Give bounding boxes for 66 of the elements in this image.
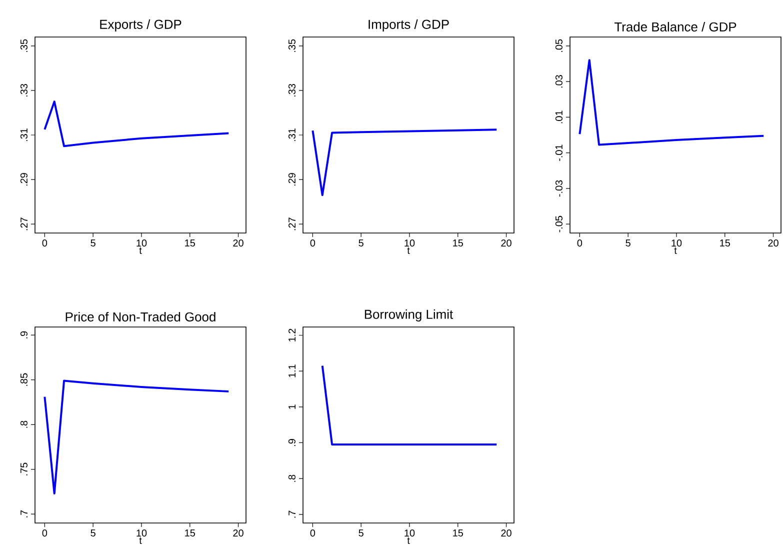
y-tick-label: 1	[288, 404, 296, 409]
x-tick-label: 20	[501, 530, 512, 537]
x-tick-label: 0	[310, 530, 316, 537]
x-tick-label: 0	[42, 240, 48, 247]
y-tick-label: .05	[555, 39, 562, 52]
x-tick-label: 15	[453, 240, 463, 246]
y-tick-label: 1.1	[288, 364, 296, 378]
line-series	[44, 380, 230, 494]
y-tick-label: .31	[288, 128, 296, 142]
x-axis-title: t	[407, 537, 410, 544]
x-axis-title: t	[139, 247, 142, 254]
x-tick-label: 15	[185, 530, 195, 536]
chart-title: Exports / GDP	[100, 19, 182, 32]
y-tick-label: -.05	[555, 216, 562, 232]
x-tick-label: 20	[768, 240, 778, 247]
x-tick-label: 20	[233, 240, 244, 247]
x-tick-label: 15	[185, 240, 195, 246]
x-tick-label: 10	[404, 240, 415, 247]
y-tick-label: .29	[20, 173, 28, 186]
x-tick-label: 5	[90, 530, 96, 536]
y-tick-label: .8	[20, 420, 28, 428]
y-tick-label: -.01	[555, 144, 562, 161]
chart-title: Imports / GDP	[368, 19, 449, 32]
y-tick-label: .03	[555, 75, 562, 88]
line-series	[578, 59, 765, 146]
x-tick-label: 15	[720, 240, 730, 246]
x-tick-label: 10	[136, 530, 147, 537]
x-axis-title: t	[674, 247, 677, 254]
x-tick-label: 20	[501, 240, 512, 247]
x-tick-label: 0	[42, 530, 48, 537]
y-tick-label: .27	[288, 218, 296, 230]
y-tick-label: .7	[288, 510, 296, 518]
y-tick-label: -.03	[555, 180, 562, 197]
y-tick-label: .75	[20, 462, 28, 476]
x-axis-title: t	[139, 537, 142, 544]
y-tick-label: .8	[288, 474, 296, 482]
y-tick-label: .33	[288, 84, 296, 96]
x-tick-label: 10	[136, 240, 147, 247]
x-tick-label: 10	[404, 530, 415, 537]
x-tick-label: 5	[90, 240, 96, 246]
y-tick-label: .35	[288, 39, 296, 52]
x-tick-label: 15	[453, 530, 463, 536]
y-tick-label: .27	[20, 218, 28, 230]
y-tick-label: .31	[20, 128, 28, 142]
x-tick-label: 5	[358, 240, 364, 246]
x-tick-label: 5	[626, 240, 630, 246]
chart-title: Trade Balance / GDP	[614, 22, 736, 32]
x-tick-label: 20	[233, 530, 244, 537]
line-series	[312, 128, 498, 196]
y-tick-label: .9	[288, 439, 296, 446]
x-tick-label: 10	[672, 240, 682, 247]
y-tick-label: .9	[20, 331, 28, 338]
chart-title: Borrowing Limit	[364, 309, 454, 322]
y-tick-label: .29	[288, 173, 296, 186]
x-tick-label: 0	[310, 240, 316, 247]
line-series	[44, 100, 230, 148]
chart-title: Price of Non-Traded Good	[66, 312, 216, 322]
x-axis-title: t	[407, 247, 410, 254]
y-tick-label: .33	[20, 84, 28, 96]
y-tick-label: 1.2	[288, 328, 296, 342]
y-tick-label: .7	[20, 510, 28, 518]
y-tick-label: .35	[20, 39, 28, 52]
x-tick-label: 0	[577, 240, 582, 247]
y-tick-label: .85	[20, 373, 28, 386]
y-tick-label: .01	[555, 110, 562, 124]
x-tick-label: 5	[358, 530, 364, 536]
